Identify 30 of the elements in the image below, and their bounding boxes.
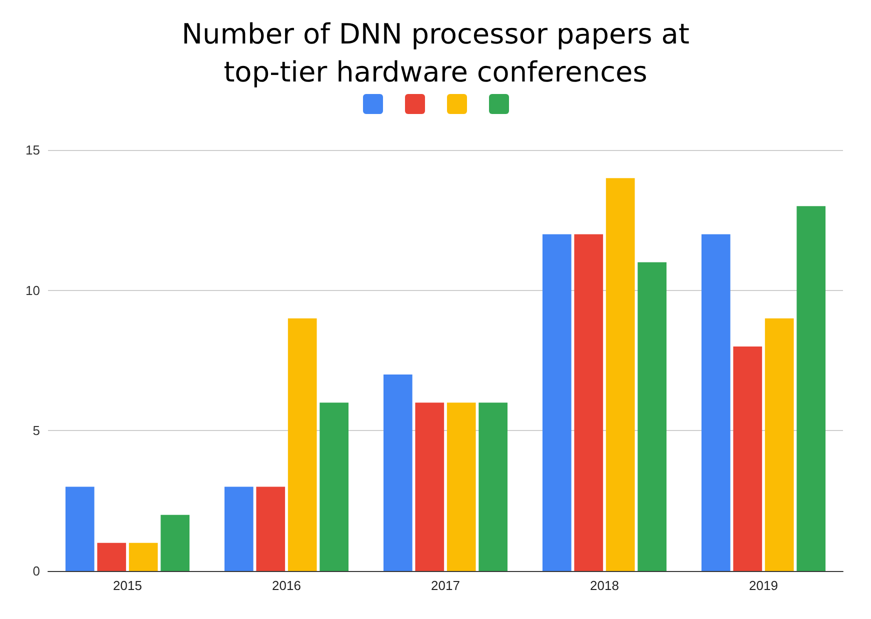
- bar: [796, 206, 826, 571]
- x-tick-label: 2018: [590, 578, 619, 593]
- chart-title: Number of DNN processor papers at top-tier hardware conferences: [182, 18, 690, 88]
- x-tick-label: 2015: [113, 578, 142, 593]
- bar: [224, 486, 254, 571]
- bar: [764, 318, 794, 571]
- x-tick-label: 2016: [272, 578, 301, 593]
- bar: [383, 374, 412, 571]
- bar: [701, 234, 730, 571]
- bar: [542, 234, 572, 571]
- y-tick-label: 10: [26, 282, 40, 298]
- x-tick-label: 2019: [749, 578, 778, 593]
- x-tick-label: 2017: [431, 578, 460, 593]
- bar: [256, 486, 286, 571]
- bar: [446, 402, 476, 571]
- bar: [606, 178, 635, 571]
- bar: [415, 402, 444, 571]
- bar: [128, 542, 158, 571]
- bar: [574, 234, 604, 571]
- bar: [97, 542, 126, 571]
- bar: [320, 402, 349, 571]
- bar: [65, 486, 94, 571]
- y-tick-label: 15: [26, 142, 40, 158]
- bar: [160, 514, 190, 571]
- bar: [638, 262, 667, 571]
- bar: [478, 402, 508, 571]
- y-tick-label: 5: [32, 423, 40, 438]
- y-tick-label: 0: [32, 564, 40, 578]
- bar: [288, 318, 317, 571]
- bar: [733, 346, 762, 571]
